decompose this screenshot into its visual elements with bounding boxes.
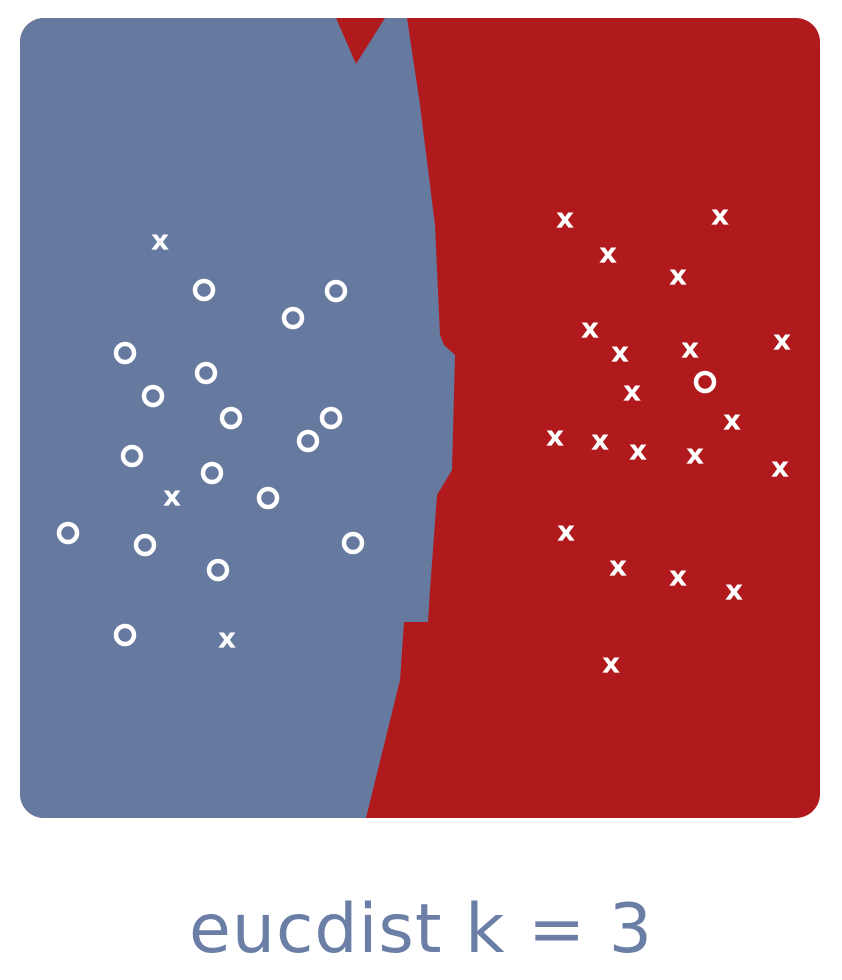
point-class-x: x [771,451,789,484]
point-class-o [256,486,280,510]
point-class-x: x [773,324,791,357]
point-class-x: x [581,312,599,345]
point-class-o [324,279,348,303]
point-class-x: x [602,647,620,680]
point-class-x: x [711,199,729,232]
point-class-x: x [599,237,617,270]
point-class-x: x [629,434,647,467]
point-class-x: x [556,202,574,235]
point-class-x: x [151,224,169,257]
point-class-o [113,623,137,647]
point-class-x: x [725,574,743,607]
class-o-region [20,18,455,818]
point-class-x: x [611,336,629,369]
point-class-x: x [723,404,741,437]
point-class-x: x [591,424,609,457]
point-class-o [192,278,216,302]
point-class-x: x [686,438,704,471]
point-class-o [133,533,157,557]
plot-caption: eucdist k = 3 [189,890,653,969]
point-class-o [341,531,365,555]
point-class-o [120,444,144,468]
point-class-o [113,341,137,365]
point-class-x: x [557,515,575,548]
point-class-o [296,429,320,453]
point-class-o [693,370,717,394]
point-class-o [219,406,243,430]
point-class-o [319,406,343,430]
point-class-x: x [218,622,236,655]
point-class-o [194,361,218,385]
point-class-o [56,521,80,545]
point-class-o [141,384,165,408]
point-class-x: x [546,420,564,453]
point-class-x: x [163,480,181,513]
point-class-x: x [669,560,687,593]
point-class-o [200,461,224,485]
point-class-x: x [623,375,641,408]
point-class-x: x [609,550,627,583]
point-class-o [206,558,230,582]
point-class-x: x [669,259,687,292]
point-class-x: x [681,332,699,365]
point-class-o [281,306,305,330]
